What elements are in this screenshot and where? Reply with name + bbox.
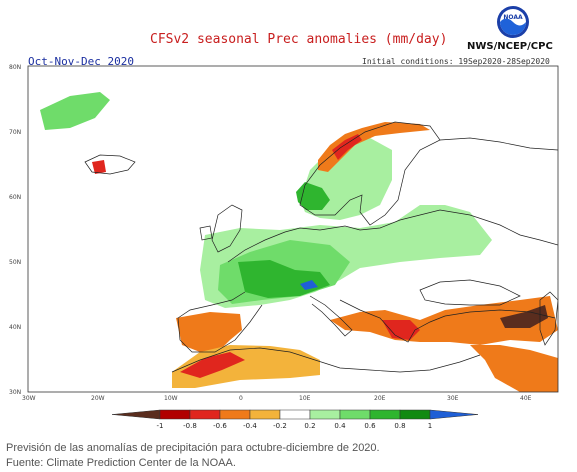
lat-label: 40N bbox=[9, 324, 21, 331]
colorbar-label: -0.2 bbox=[273, 422, 287, 430]
region-norway-very-dry bbox=[332, 134, 362, 160]
coastline-arctic bbox=[439, 137, 558, 151]
colorbar-label: -0.8 bbox=[183, 422, 197, 430]
agency-label: NWS/NCEP/CPC bbox=[467, 41, 553, 52]
season-label: Oct-Nov-Dec 2020 bbox=[28, 55, 134, 68]
lat-label: 30N bbox=[9, 389, 21, 396]
colorbar-label: 0.4 bbox=[334, 422, 346, 430]
coastline-iberia bbox=[177, 291, 263, 353]
coastline-british-isles bbox=[199, 204, 243, 253]
region-balkans-dry bbox=[330, 296, 558, 345]
colorbar-label: -1 bbox=[157, 422, 164, 430]
lat-label: 80N bbox=[9, 64, 21, 71]
region-levant-dry bbox=[470, 345, 558, 392]
caption-line-1: Previsión de las anomalías de precipitac… bbox=[6, 442, 380, 454]
lon-label: 20E bbox=[374, 395, 386, 402]
colorbar-swatch bbox=[159, 409, 191, 420]
lat-label: 70N bbox=[9, 129, 21, 136]
map-frame bbox=[27, 65, 559, 393]
noaa-logo-text: NOAA bbox=[503, 14, 523, 21]
coastline-black-sea bbox=[419, 279, 521, 306]
region-turkey-east-very-dry bbox=[500, 305, 548, 328]
lon-label: 20W bbox=[91, 395, 105, 402]
colorbar-swatch bbox=[279, 409, 311, 420]
lon-label: 30E bbox=[447, 395, 459, 402]
region-north-africa-dry bbox=[172, 345, 320, 388]
lon-label: 10W bbox=[164, 395, 178, 402]
colorbar-swatch bbox=[249, 409, 281, 420]
region-norway-dry bbox=[318, 122, 430, 172]
colorbar-swatch bbox=[369, 409, 401, 420]
lon-label: 40E bbox=[520, 395, 532, 402]
coastline-balkans-greece bbox=[339, 299, 446, 343]
coastline-north-africa bbox=[171, 347, 481, 373]
region-atlantic-wet-patch bbox=[40, 92, 110, 130]
colorbar-swatch bbox=[339, 409, 371, 420]
colorbar-swatch bbox=[399, 409, 431, 420]
colorbar-label: 1 bbox=[428, 422, 432, 430]
region-iceland-dry bbox=[92, 160, 106, 174]
colorbar-label: 0.2 bbox=[304, 422, 315, 430]
initial-conditions-label: Initial conditions: 19Sep2020-28Sep2020 bbox=[362, 57, 550, 66]
lat-label: 60N bbox=[9, 194, 21, 201]
lon-label: 0 bbox=[239, 395, 243, 402]
region-alps-very-wet bbox=[300, 280, 318, 290]
colorbar-swatch bbox=[429, 409, 479, 420]
colorbar-swatch bbox=[189, 409, 221, 420]
colorbar-label: 0.6 bbox=[364, 422, 376, 430]
region-scandinavia-wet-core bbox=[296, 182, 330, 210]
coastline-europe-main bbox=[227, 209, 558, 263]
colorbar-label: -0.6 bbox=[213, 422, 227, 430]
anomaly-fill-layer bbox=[40, 92, 558, 392]
colorbar-swatch bbox=[309, 409, 341, 420]
map-title: CFSv2 seasonal Prec anomalies (mm/day) bbox=[150, 32, 448, 47]
colorbar-label: 0.8 bbox=[394, 422, 405, 430]
lon-label: 10E bbox=[299, 395, 311, 402]
coastline-scandinavia bbox=[299, 121, 441, 226]
noaa-logo-icon: NOAA bbox=[497, 6, 529, 38]
colorbar-label: -0.4 bbox=[243, 422, 257, 430]
coastline-iceland bbox=[84, 154, 136, 175]
caption-line-2: Fuente: Climate Prediction Center de la … bbox=[6, 457, 236, 469]
colorbar: -1 -0.8 -0.6 -0.4 -0.2 0.2 0.4 0.6 0.8 1 bbox=[111, 409, 479, 430]
precipitation-anomaly-map: 80N 70N 60N 50N 40N 30N 30W 20W 10W 0 10… bbox=[9, 64, 559, 430]
lat-label: 50N bbox=[9, 259, 21, 266]
latitude-labels: 80N 70N 60N 50N 40N 30N bbox=[9, 64, 21, 396]
coastline-layer bbox=[84, 121, 558, 373]
lon-label: 30W bbox=[22, 395, 36, 402]
colorbar-swatch bbox=[111, 409, 161, 420]
longitude-labels: 30W 20W 10W 0 10E 20E 30E 40E bbox=[22, 395, 532, 402]
colorbar-swatch bbox=[219, 409, 251, 420]
coastline-turkey bbox=[444, 309, 556, 319]
coastline-caspian bbox=[539, 291, 558, 346]
region-north-africa-very-dry bbox=[180, 352, 245, 378]
region-iberia-dry bbox=[176, 312, 242, 355]
coastline-italy bbox=[309, 295, 353, 337]
region-greece-dry bbox=[382, 320, 420, 340]
